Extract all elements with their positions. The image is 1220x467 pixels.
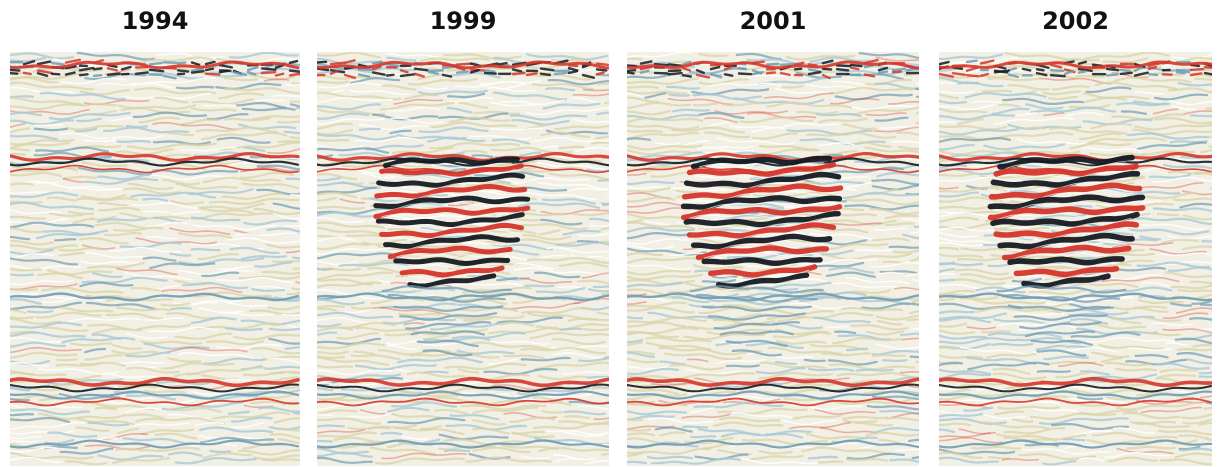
seismic-panel-2002 bbox=[939, 52, 1212, 466]
seismic-section-2002 bbox=[939, 52, 1212, 466]
seismic-section-1999 bbox=[317, 52, 609, 466]
panel-title-2001: 2001 bbox=[739, 7, 807, 35]
panel-title-1999: 1999 bbox=[429, 7, 497, 35]
seismic-panel-2001 bbox=[627, 52, 919, 466]
seismic-section-2001 bbox=[627, 52, 919, 466]
seismic-panel-1994 bbox=[10, 52, 300, 466]
panel-title-1994: 1994 bbox=[121, 7, 189, 35]
seismic-section-1994 bbox=[10, 52, 300, 466]
panel-title-2002: 2002 bbox=[1042, 7, 1109, 35]
seismic-panel-1999 bbox=[317, 52, 609, 466]
